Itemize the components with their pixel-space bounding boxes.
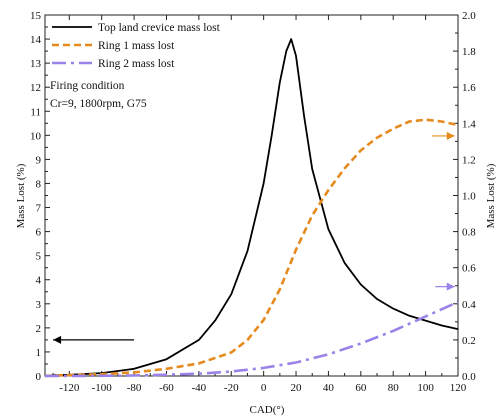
right-y-tick-label: 0.2 <box>462 335 476 347</box>
series-lines <box>44 38 459 378</box>
left-axis-indicator-arrow-head <box>53 335 62 344</box>
left-y-tick-label: 6 <box>36 227 42 239</box>
annotation-firing-condition: Firing condition <box>50 80 125 92</box>
series-line-2 <box>44 118 459 378</box>
left-y-tick-label: 3 <box>36 299 42 311</box>
left-y-tick-label: 0 <box>36 371 42 383</box>
left-y-tick-label: 5 <box>36 251 42 263</box>
x-tick-label: -40 <box>192 382 207 394</box>
x-tick-label: 60 <box>355 382 367 394</box>
series-line-3 <box>45 300 459 378</box>
right-y-tick-label: 2.0 <box>462 10 476 22</box>
left-y-tick-label: 2 <box>36 323 42 335</box>
right-y-tick-label: 0.4 <box>462 299 476 311</box>
x-tick-label: 0 <box>261 382 267 394</box>
x-tick-label: 120 <box>450 382 467 394</box>
left-y-tick-label: 9 <box>36 154 42 166</box>
left-y-tick-label: 15 <box>30 10 42 22</box>
ring1-right-axis-arrow-head <box>446 131 455 140</box>
x-tick-label: -60 <box>159 382 174 394</box>
x-tick-label: 20 <box>291 382 303 394</box>
right-y-tick-label: 1.0 <box>462 191 476 203</box>
left-y-axis-label: Mass Lost (%) <box>15 163 27 228</box>
decorations <box>53 131 455 344</box>
left-y-tick-label: 13 <box>30 58 42 70</box>
x-tick-label: -120 <box>59 382 80 394</box>
right-y-tick-label: 1.8 <box>462 46 476 58</box>
ring2-right-axis-arrow-head <box>446 282 455 291</box>
left-y-tick-label: 8 <box>36 178 42 190</box>
left-y-tick-label: 4 <box>36 275 42 287</box>
x-tick-label: -100 <box>92 382 113 394</box>
right-y-tick-label: 0.8 <box>462 227 476 239</box>
left-y-tick-label: 11 <box>30 106 41 118</box>
annotation-operating-condition: Cr=9, 1800rpm, G75 <box>50 98 147 110</box>
x-tick-label: 100 <box>417 382 434 394</box>
x-tick-label: -20 <box>224 382 239 394</box>
right-y-tick-label: 1.6 <box>462 82 476 94</box>
left-y-tick-label: 7 <box>36 203 42 215</box>
x-tick-label: 40 <box>323 382 335 394</box>
x-axis-label: CAD(°) <box>250 404 285 416</box>
right-y-tick-label: 0.6 <box>462 263 476 275</box>
series-line-1 <box>44 38 459 377</box>
left-y-tick-label: 14 <box>30 34 42 46</box>
legend: Top land crevice mass lost Ring 1 mass lo… <box>52 22 221 70</box>
x-tick-label: 80 <box>388 382 400 394</box>
x-tick-label: -80 <box>127 382 142 394</box>
legend-label-2: Ring 1 mass lost <box>98 40 175 52</box>
legend-label-3: Ring 2 mass lost <box>98 58 175 70</box>
left-y-tick-label: 1 <box>36 347 42 359</box>
left-y-tick-label: 12 <box>30 82 41 94</box>
left-y-tick-label: 10 <box>30 130 42 142</box>
right-y-tick-label: 0.0 <box>462 371 476 383</box>
right-y-tick-label: 1.4 <box>462 118 476 130</box>
right-y-tick-label: 1.2 <box>462 154 476 166</box>
right-y-axis-label: Mass Lost (%) <box>485 163 497 228</box>
axes: -120 -100 -80 -60 -40 -20 0 20 40 60 80 100 12001234… <box>30 10 476 394</box>
legend-label-1: Top land crevice mass lost <box>98 22 221 34</box>
